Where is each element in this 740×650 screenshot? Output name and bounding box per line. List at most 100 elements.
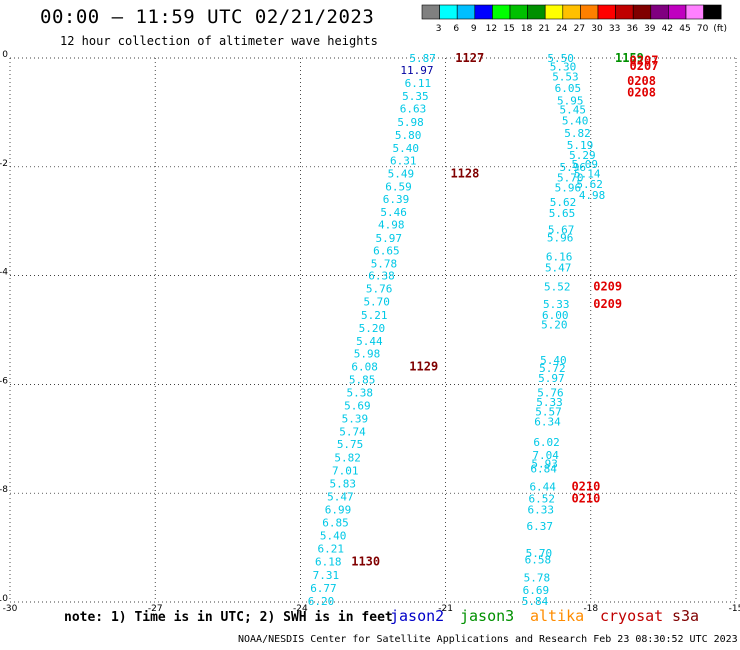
pass-time-label: 1159: [615, 51, 644, 65]
y-tick-label: -8: [0, 485, 8, 495]
wave-height-point: 6.16: [546, 251, 573, 264]
wave-height-point: 5.97: [538, 372, 565, 385]
wave-height-point: 5.78: [524, 572, 551, 585]
wave-height-point: 5.96: [547, 232, 574, 245]
wave-height-point: 5.47: [545, 261, 572, 274]
colorbar-tick-label: 42: [662, 24, 673, 34]
wave-height-point: 5.40: [562, 115, 589, 128]
wave-height-point: 5.75: [337, 438, 364, 451]
x-tick-label: -27: [148, 604, 163, 614]
pass-time-label: 1128: [450, 166, 479, 180]
wave-height-point: 5.98: [354, 347, 381, 360]
colorbar-swatch: [703, 4, 722, 20]
wave-height-point: 5.74: [339, 426, 366, 439]
wave-height-point: 6.84: [530, 463, 557, 476]
x-tick-label: -21: [438, 604, 453, 614]
chart-subtitle: 12 hour collection of altimeter wave hei…: [60, 34, 378, 48]
wave-height-point: 5.30: [550, 61, 577, 74]
wave-height-point: 5.82: [334, 451, 361, 464]
wave-height-point: 5.39: [342, 413, 369, 426]
wave-height-point: 6.85: [322, 517, 349, 530]
credit-line: NOAA/NESDIS Center for Satellite Applica…: [238, 634, 738, 645]
wave-height-point: 6.00: [542, 309, 569, 322]
wave-height-point: 5.52: [544, 280, 571, 293]
pass-time-label: 0210: [571, 492, 600, 506]
pass-time-label: 0207: [630, 59, 659, 73]
wave-height-point: 5.97: [376, 232, 403, 245]
wave-height-point: 5.83: [330, 477, 357, 490]
chart-title: 00:00 – 11:59 UTC 02/21/2023: [40, 6, 375, 28]
wave-height-point: 6.33: [528, 504, 555, 517]
wave-height-point: 5.53: [552, 70, 579, 83]
wave-height-point: 5.20: [359, 322, 386, 335]
colorbar-tick-label: 18: [521, 24, 533, 34]
wave-height-point: 5.57: [535, 406, 562, 419]
wave-height-point: 5.33: [536, 396, 563, 409]
wave-height-point: 6.99: [325, 504, 352, 517]
wave-height-point: 5.70: [557, 172, 584, 185]
wave-height-point: 5.40: [320, 530, 347, 543]
colorbar-tick-label: 45: [679, 24, 690, 34]
x-tick-label: -15: [729, 604, 740, 614]
colorbar-tick-label: 6: [453, 24, 459, 34]
wave-height-point: 5.70: [363, 296, 390, 309]
x-tick-label: -30: [3, 604, 18, 614]
colorbar-tick-label: 24: [556, 24, 568, 34]
wave-height-point: 5.76: [366, 283, 393, 296]
wave-height-point: 5.62: [576, 178, 603, 191]
wave-height-point: 7.31: [313, 569, 340, 582]
pass-time-label: 0209: [593, 279, 622, 293]
wave-height-point: 5.96: [559, 161, 586, 174]
wave-height-point: 5.19: [567, 139, 594, 152]
colorbar-tick-label: 70: [697, 24, 709, 34]
colorbar-tick-label: 27: [574, 24, 585, 34]
wave-height-point: 4.98: [579, 189, 606, 202]
wave-height-point: 6.63: [400, 103, 427, 116]
legend-cryosat: cryosat: [600, 607, 664, 625]
wave-height-point: 5.72: [539, 362, 566, 375]
wave-height-point: 6.21: [317, 543, 344, 556]
colorbar-tick-label: 12: [486, 24, 497, 34]
wave-height-point: 5.21: [361, 309, 388, 322]
wave-height-point: 5.40: [392, 142, 419, 155]
wave-height-point: 5.20: [541, 319, 568, 332]
x-tick-label: -24: [293, 604, 308, 614]
colorbar-tick-label: 21: [538, 24, 549, 34]
wave-height-point: 5.14: [574, 167, 601, 180]
wave-height-point: 6.37: [527, 520, 554, 533]
wave-height-point: 6.34: [534, 415, 561, 428]
wave-height-point: 5.09: [572, 158, 599, 171]
wave-height-point: 6.02: [533, 436, 560, 449]
wave-height-point: 6.52: [528, 493, 555, 506]
wave-height-point: 6.11: [405, 77, 432, 90]
wave-height-point: 5.49: [388, 167, 415, 180]
wave-height-point: 5.85: [349, 374, 376, 387]
wave-height-point: 5.69: [344, 400, 371, 413]
wave-height-point: 5.84: [522, 595, 549, 608]
wave-height-point: 5.50: [547, 52, 574, 65]
wave-height-point: 5.80: [395, 129, 422, 142]
pass-time-label: 1130: [351, 555, 380, 569]
legend-jason3: jason3: [460, 607, 515, 625]
legend-jason2: jason2: [390, 607, 445, 625]
wave-height-point: 5.82: [564, 127, 591, 140]
colorbar-tick-label: 15: [503, 24, 514, 34]
pass-time-label: 0210: [571, 480, 600, 494]
legend-s3a: s3a: [672, 607, 700, 625]
wave-height-point: 6.59: [385, 180, 412, 193]
wave-height-point: 5.47: [327, 490, 354, 503]
wave-height-point: 5.62: [550, 196, 577, 209]
wave-height-point: 5.44: [356, 335, 383, 348]
wave-height-point: 6.18: [315, 556, 342, 569]
y-tick-label: -6: [0, 376, 8, 386]
pass-time-label: 0207: [630, 54, 659, 68]
wave-height-point: 6.69: [523, 584, 550, 597]
legend-altika: altika: [530, 607, 585, 625]
plot-area: -30-27-24-21-18-150-2-4-6-8-105.8711.976…: [0, 50, 740, 614]
y-tick-label: 0: [2, 50, 8, 60]
colorbar-tick-label: 33: [609, 24, 620, 34]
colorbar: 3 6 9 12 15 18 21 24 27 30 33 36 39 42 45 70 (ft): [421, 4, 727, 34]
wave-height-point: 6.58: [525, 554, 552, 567]
wave-height-point: 6.05: [555, 82, 582, 95]
